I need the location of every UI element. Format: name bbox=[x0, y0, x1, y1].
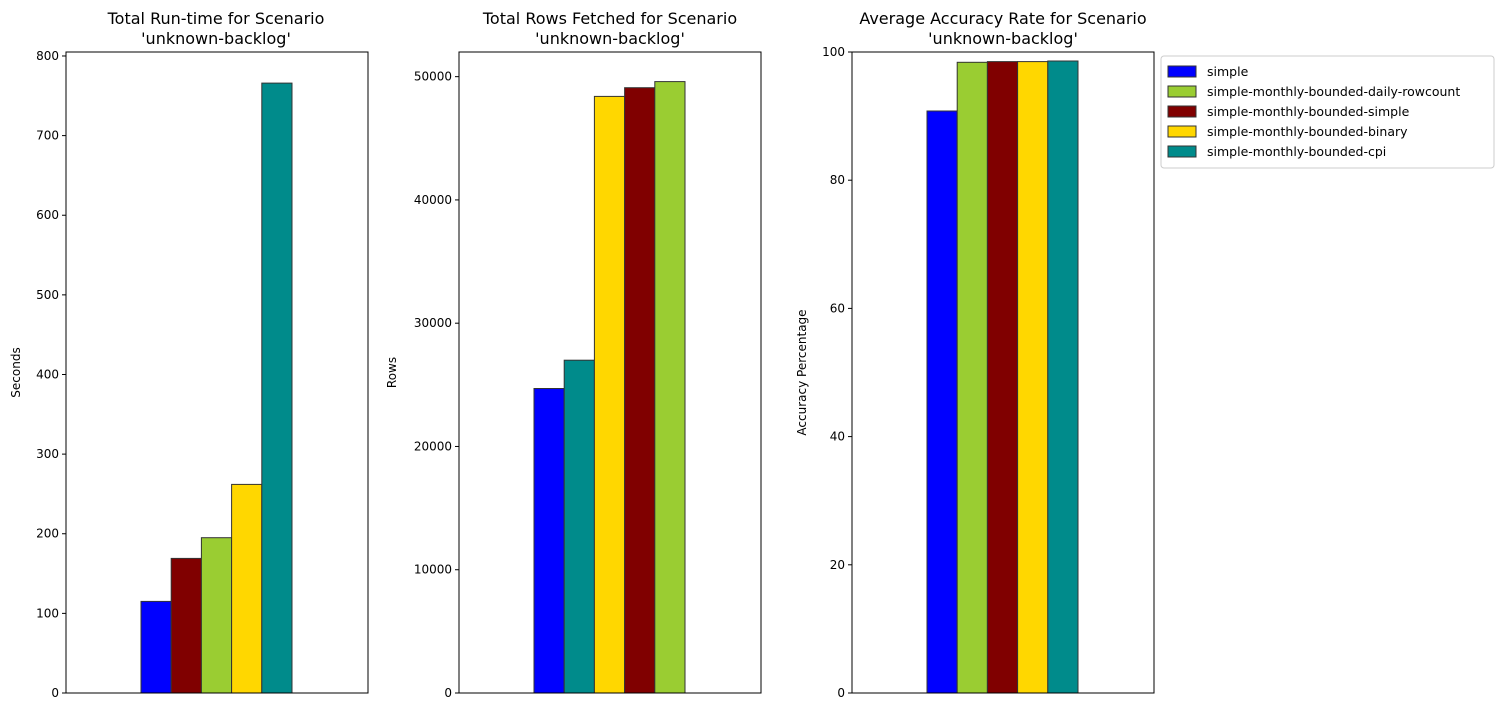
bar-simple-monthly-bounded-cpi bbox=[261, 82, 293, 694]
chart-panel-1: 0 100 200 300 400 500 600 700 800 Seconds Total Ru… bbox=[9, 9, 369, 700]
chart-panel-2: 0 10000 20000 30000 40000 50000 Rows Total Rows… bbox=[385, 9, 762, 700]
y-tick-label: 700 bbox=[36, 129, 59, 143]
y-axis-label: Seconds bbox=[9, 347, 23, 397]
y-tick-label: 30000 bbox=[414, 316, 452, 330]
bar-simple-monthly-bounded-daily-rowcount bbox=[956, 61, 988, 694]
bar-simple bbox=[533, 388, 565, 694]
legend-label-simple-monthly-bounded-binary: simple-monthly-bounded-binary bbox=[1207, 124, 1408, 139]
y-tick-label: 80 bbox=[830, 173, 845, 187]
chart-title-line-1: Average Accuracy Rate for Scenario bbox=[859, 9, 1146, 28]
y-axis-label: Accuracy Percentage bbox=[795, 309, 809, 435]
y-tick-label: 0 bbox=[837, 686, 845, 700]
legend-label-simple-monthly-bounded-simple: simple-monthly-bounded-simple bbox=[1207, 104, 1410, 119]
bar-simple-monthly-bounded-simple bbox=[624, 87, 656, 694]
chart-title-line-1: Total Rows Fetched for Scenario bbox=[482, 9, 737, 28]
legend-swatch-simple bbox=[1167, 65, 1197, 78]
y-axis-label: Rows bbox=[385, 357, 399, 388]
legend-box bbox=[1160, 55, 1495, 169]
y-tick-label: 20000 bbox=[414, 439, 452, 453]
legend-label-simple-monthly-bounded-cpi: simple-monthly-bounded-cpi bbox=[1207, 144, 1386, 159]
bar-simple-monthly-bounded-simple bbox=[170, 557, 202, 694]
bar-simple-monthly-bounded-binary bbox=[593, 95, 626, 694]
legend-label-simple-monthly-bounded-daily-rowcount: simple-monthly-bounded-daily-rowcount bbox=[1207, 84, 1460, 99]
axes-frame bbox=[851, 51, 1155, 694]
axes-frame bbox=[458, 51, 762, 694]
bar-simple bbox=[926, 110, 958, 694]
y-tick-label: 60 bbox=[830, 301, 845, 315]
y-tick-label: 0 bbox=[51, 686, 59, 700]
bar-simple-monthly-bounded-cpi bbox=[563, 359, 595, 694]
legend-swatch-simple-monthly-bounded-daily-rowcount bbox=[1167, 85, 1197, 98]
y-tick-label: 400 bbox=[36, 367, 59, 381]
bar-simple-monthly-bounded-daily-rowcount bbox=[200, 537, 233, 694]
y-tick-label: 300 bbox=[36, 447, 59, 461]
chart-title-line-2: 'unknown-backlog' bbox=[928, 29, 1078, 48]
legend-swatch-simple-monthly-bounded-cpi bbox=[1167, 145, 1197, 158]
chart-panel-3: 0 20 40 60 80 100 Accuracy Percentage Average A… bbox=[795, 9, 1155, 700]
y-tick-label: 600 bbox=[36, 208, 59, 222]
axes-frame bbox=[65, 51, 369, 694]
bar-simple-monthly-bounded-binary bbox=[231, 483, 263, 694]
bar-simple bbox=[140, 600, 172, 694]
bar-simple-monthly-bounded-simple bbox=[986, 61, 1019, 694]
legend-label-simple: simple bbox=[1207, 64, 1249, 79]
y-tick-label: 10000 bbox=[414, 563, 452, 577]
legend: simple simple-monthly-bounded-daily-rowco… bbox=[1160, 55, 1495, 169]
legend-swatch-simple-monthly-bounded-binary bbox=[1167, 125, 1197, 138]
chart-title-line-2: 'unknown-backlog' bbox=[141, 29, 291, 48]
bar-simple-monthly-bounded-binary bbox=[1017, 61, 1049, 694]
chart-title-line-2: 'unknown-backlog' bbox=[535, 29, 685, 48]
y-tick-label: 50000 bbox=[414, 70, 452, 84]
bar-simple-monthly-bounded-cpi bbox=[1047, 60, 1079, 694]
y-tick-label: 100 bbox=[36, 606, 59, 620]
legend-swatch-simple-monthly-bounded-simple bbox=[1167, 105, 1197, 118]
y-tick-label: 100 bbox=[822, 45, 845, 59]
y-tick-label: 0 bbox=[444, 686, 452, 700]
y-tick-label: 500 bbox=[36, 288, 59, 302]
y-tick-label: 20 bbox=[830, 558, 845, 572]
y-tick-label: 800 bbox=[36, 49, 59, 63]
y-tick-label: 40000 bbox=[414, 193, 452, 207]
bar-simple-monthly-bounded-daily-rowcount bbox=[654, 81, 686, 694]
y-tick-label: 200 bbox=[36, 527, 59, 541]
y-tick-label: 40 bbox=[830, 430, 845, 444]
chart-title-line-1: Total Run-time for Scenario bbox=[107, 9, 325, 28]
